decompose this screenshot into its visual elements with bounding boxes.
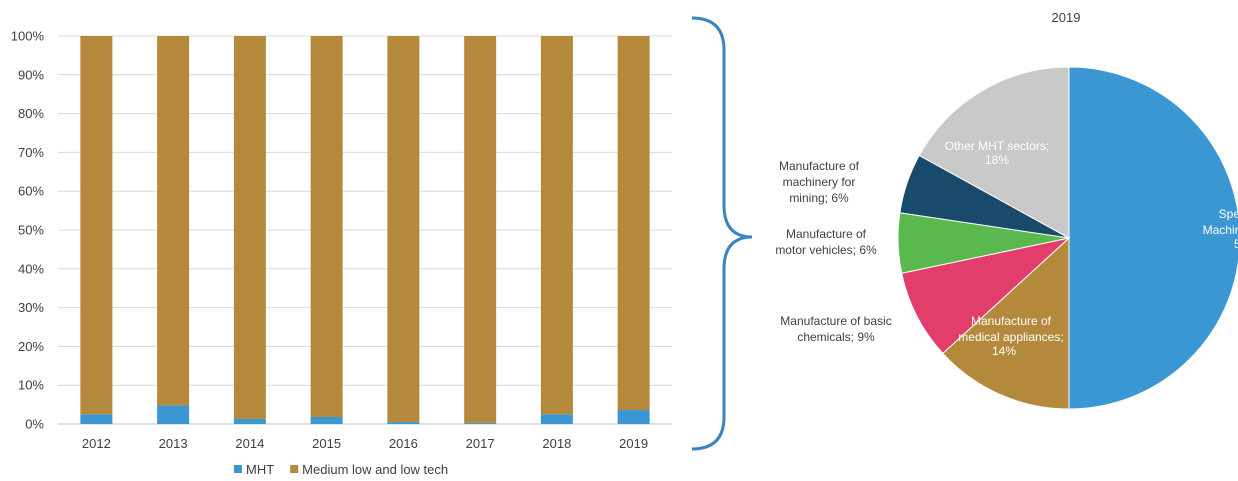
legend-swatch bbox=[234, 465, 242, 473]
bar-medium-low-and-low-tech bbox=[233, 36, 266, 419]
x-tick-label: 2018 bbox=[542, 436, 571, 451]
pie-slice-label: SpecialMachinery bbox=[1203, 207, 1238, 237]
pie-slice-value-label: 18% bbox=[985, 153, 1009, 167]
stacked-bar-chart: 0%10%20%30%40%50%60%70%80%90%100% 2012 20… bbox=[11, 29, 672, 477]
pie-chart: 2019 SpecialMachinery53% Manufacture ofme… bbox=[775, 10, 1238, 410]
y-tick-label: 60% bbox=[18, 184, 44, 199]
y-tick-label: 0% bbox=[25, 417, 44, 432]
y-tick-label: 50% bbox=[18, 223, 44, 238]
x-tick-label: 2012 bbox=[82, 436, 111, 451]
pie-slice bbox=[1068, 66, 1238, 410]
y-tick-label: 30% bbox=[18, 300, 44, 315]
pie-slice-label: Manufacture of machinery for mining; 6% bbox=[779, 159, 860, 205]
pie-slice-label: Manufacture of medical appliances; bbox=[958, 314, 1063, 344]
bar-medium-low-and-low-tech bbox=[310, 36, 343, 418]
y-tick-label: 100% bbox=[11, 29, 45, 44]
bar-mht bbox=[617, 410, 650, 424]
y-tick-label: 90% bbox=[18, 67, 44, 82]
pie-slice bbox=[918, 66, 1070, 239]
pie-slice bbox=[942, 236, 1070, 410]
x-tick-label: 2015 bbox=[312, 436, 341, 451]
bar-gridlines bbox=[58, 35, 672, 425]
pie-slice-value-label: 53% bbox=[1234, 237, 1238, 251]
pie-title: 2019 bbox=[1052, 10, 1081, 25]
legend-label: Medium low and low tech bbox=[302, 462, 448, 477]
legend-swatch bbox=[290, 465, 299, 473]
connector-brace bbox=[691, 16, 753, 451]
x-tick-label: 2014 bbox=[235, 436, 264, 451]
bar-medium-low-and-low-tech bbox=[80, 36, 113, 415]
bar-medium-low-and-low-tech bbox=[157, 36, 190, 406]
pie-slice-label: Other MHT sectors; bbox=[945, 139, 1049, 153]
bar-medium-low-and-low-tech bbox=[464, 36, 497, 423]
y-tick-label: 40% bbox=[18, 261, 44, 276]
bar-legend: MHT Medium low and low tech bbox=[234, 462, 448, 477]
y-tick-label: 20% bbox=[18, 339, 44, 354]
bar-mht bbox=[310, 417, 343, 424]
x-tick-label: 2016 bbox=[389, 436, 418, 451]
x-tick-label: 2019 bbox=[619, 436, 648, 451]
x-tick-label: 2017 bbox=[466, 436, 495, 451]
x-tick-label: 2013 bbox=[159, 436, 188, 451]
y-tick-label: 10% bbox=[18, 378, 44, 393]
bar-y-axis: 0% 10% 20% 30% 40% 50% 60% 70% 80% 90% 100% bbox=[11, 29, 45, 432]
bar-mht bbox=[233, 418, 266, 424]
y-tick-label: 80% bbox=[18, 106, 44, 121]
pie-slice-value-label: 14% bbox=[992, 344, 1016, 358]
bar-mht bbox=[387, 422, 420, 424]
legend-label: MHT bbox=[246, 462, 274, 477]
pie-slice-label: Manufacture of motor vehicles; 6% bbox=[775, 227, 877, 257]
pie-slice bbox=[901, 237, 1071, 355]
pie-slices bbox=[897, 66, 1238, 410]
bar-mht bbox=[464, 422, 497, 424]
bar-medium-low-and-low-tech bbox=[617, 36, 650, 411]
pie-slice-label: Manufacture of basic chemicals; 9% bbox=[780, 314, 891, 344]
bar-mht bbox=[157, 405, 190, 424]
y-tick-label: 70% bbox=[18, 145, 44, 160]
bar-x-axis: 2012 2013 2014 2015 2016 2017 2018 2019 bbox=[82, 436, 648, 451]
bar-mht bbox=[80, 414, 113, 424]
bar-series bbox=[80, 36, 650, 424]
bar-medium-low-and-low-tech bbox=[540, 36, 573, 415]
bar-mht bbox=[540, 414, 573, 424]
bar-medium-low-and-low-tech bbox=[387, 36, 420, 423]
pie-labels: SpecialMachinery53% Manufacture ofmedical… bbox=[775, 139, 1238, 358]
